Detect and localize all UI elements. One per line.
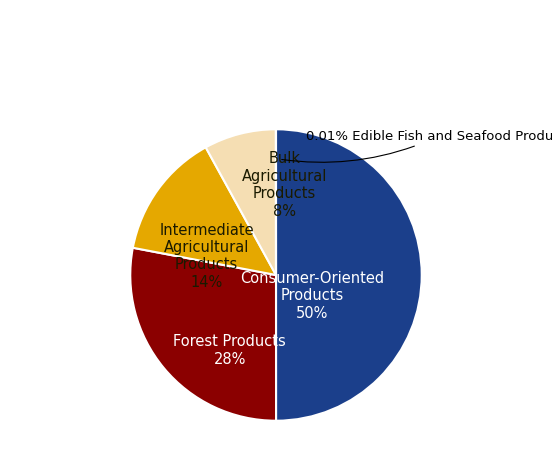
Wedge shape: [276, 130, 422, 421]
Text: Consumer-Oriented
Products
50%: Consumer-Oriented Products 50%: [240, 270, 385, 320]
Wedge shape: [133, 148, 276, 275]
Text: 0.01% Edible Fish and Seafood Products: 0.01% Edible Fish and Seafood Products: [282, 130, 552, 163]
Text: Intermediate
Agricultural
Products
14%: Intermediate Agricultural Products 14%: [159, 222, 254, 289]
Wedge shape: [206, 130, 276, 275]
Text: Bulk
Agricultural
Products
8%: Bulk Agricultural Products 8%: [242, 151, 327, 218]
Text: Forest Products
28%: Forest Products 28%: [173, 334, 286, 366]
Wedge shape: [130, 248, 276, 421]
